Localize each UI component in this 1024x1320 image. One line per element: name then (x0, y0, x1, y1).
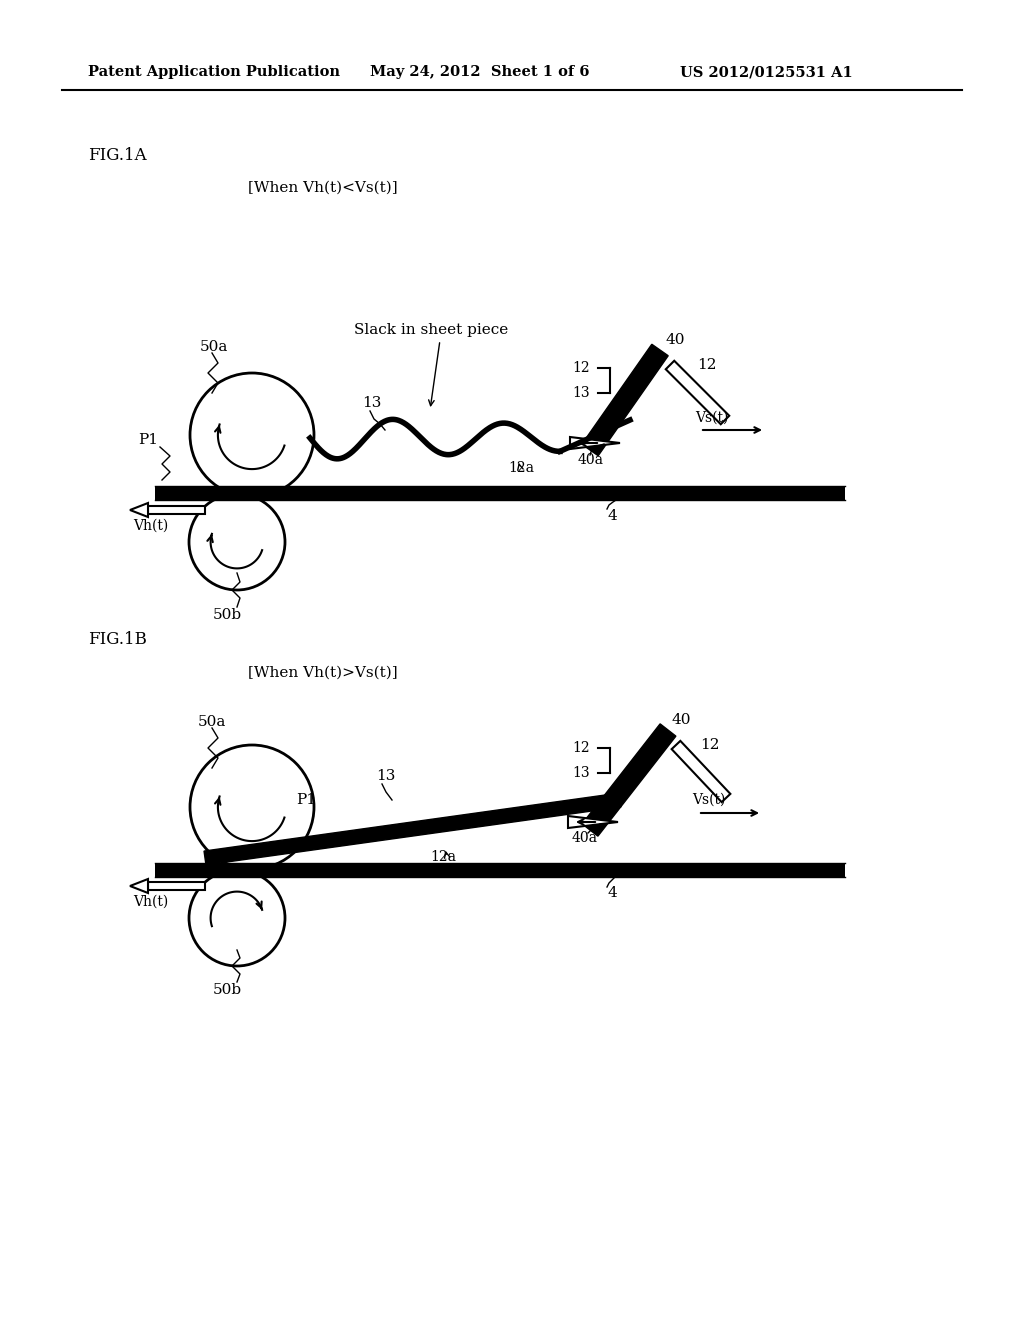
Bar (148, 506, 205, 513)
Polygon shape (672, 741, 730, 803)
Polygon shape (582, 345, 669, 455)
Text: 12: 12 (572, 360, 590, 375)
Polygon shape (582, 723, 676, 836)
Text: US 2012/0125531 A1: US 2012/0125531 A1 (680, 65, 853, 79)
Text: Vs(t): Vs(t) (695, 411, 728, 425)
Polygon shape (130, 503, 148, 517)
Text: 12: 12 (700, 738, 720, 752)
Text: 40: 40 (672, 713, 691, 727)
Text: Vs(t): Vs(t) (692, 793, 725, 807)
Text: 13: 13 (572, 766, 590, 780)
Polygon shape (130, 879, 148, 894)
Text: FIG.1A: FIG.1A (88, 147, 146, 164)
Text: P1: P1 (296, 793, 316, 807)
Text: 40: 40 (665, 333, 684, 347)
Text: 50a: 50a (200, 341, 228, 354)
Text: May 24, 2012  Sheet 1 of 6: May 24, 2012 Sheet 1 of 6 (370, 65, 590, 79)
Text: 13: 13 (376, 770, 395, 783)
Text: 50b: 50b (212, 609, 242, 622)
Bar (155, 486, 845, 500)
Polygon shape (570, 437, 620, 449)
Text: 12a: 12a (508, 461, 534, 475)
Text: 12a: 12a (430, 850, 456, 865)
Bar (155, 863, 845, 876)
Text: 12: 12 (697, 358, 717, 372)
Polygon shape (666, 360, 729, 424)
Text: Vh(t): Vh(t) (133, 519, 168, 533)
Text: 40a: 40a (572, 832, 598, 845)
Text: 12: 12 (572, 741, 590, 755)
Polygon shape (568, 816, 618, 828)
Text: 4: 4 (608, 886, 617, 900)
Text: FIG.1B: FIG.1B (88, 631, 146, 648)
Text: 40a: 40a (578, 453, 604, 467)
Text: 13: 13 (362, 396, 381, 411)
Text: Slack in sheet piece: Slack in sheet piece (354, 323, 508, 337)
Text: Patent Application Publication: Patent Application Publication (88, 65, 340, 79)
Text: Vh(t): Vh(t) (133, 895, 168, 909)
Text: 50a: 50a (198, 715, 226, 729)
Bar (148, 882, 205, 890)
Polygon shape (204, 793, 621, 865)
Text: [When Vh(t)<Vs(t)]: [When Vh(t)<Vs(t)] (248, 181, 397, 195)
Text: 50b: 50b (212, 983, 242, 997)
Text: P1: P1 (138, 433, 158, 447)
Text: 4: 4 (608, 510, 617, 523)
Text: 13: 13 (572, 385, 590, 400)
Text: [When Vh(t)>Vs(t)]: [When Vh(t)>Vs(t)] (248, 667, 397, 680)
